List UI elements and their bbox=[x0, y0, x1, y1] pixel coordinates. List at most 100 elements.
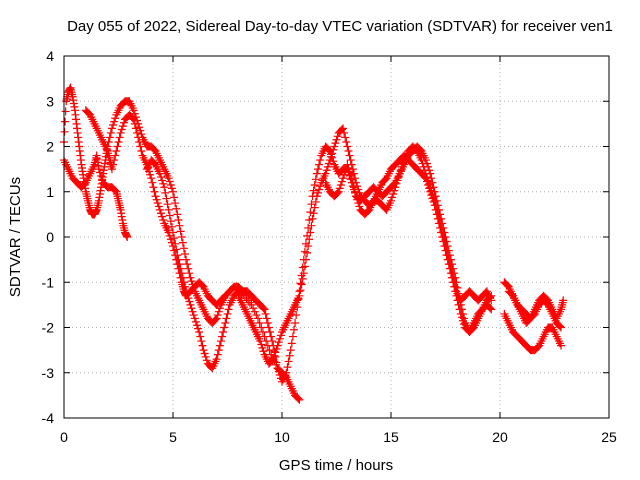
data-point bbox=[177, 233, 186, 241]
data-point bbox=[353, 182, 362, 191]
data-point bbox=[179, 244, 188, 253]
data-point bbox=[137, 147, 146, 156]
data-point bbox=[397, 162, 406, 171]
data-point bbox=[214, 346, 223, 355]
data-point bbox=[388, 193, 397, 202]
data-point bbox=[433, 214, 442, 223]
data-point bbox=[175, 269, 184, 278]
data-point bbox=[316, 182, 325, 191]
data-point bbox=[440, 242, 449, 251]
data-point bbox=[299, 269, 308, 278]
data-point bbox=[169, 242, 177, 251]
data-point bbox=[218, 332, 227, 341]
x-tick-label: 5 bbox=[169, 429, 177, 445]
data-point bbox=[346, 170, 355, 179]
data-point bbox=[196, 332, 205, 341]
data-point bbox=[310, 180, 319, 189]
data-point bbox=[270, 351, 279, 360]
x-tick-label: 25 bbox=[601, 429, 617, 445]
data-point bbox=[421, 174, 430, 183]
data-point bbox=[453, 296, 462, 305]
chart-title: Day 055 of 2022, Sidereal Day-to-day VTE… bbox=[67, 18, 613, 35]
data-point bbox=[344, 163, 353, 172]
data-point bbox=[213, 311, 222, 320]
x-axis-label: GPS time / hours bbox=[279, 457, 393, 474]
data-point bbox=[306, 208, 315, 217]
x-tick-label: 15 bbox=[383, 429, 399, 445]
data-point bbox=[391, 183, 400, 192]
data-point bbox=[295, 395, 304, 404]
data-point bbox=[351, 187, 360, 196]
data-point bbox=[315, 160, 324, 169]
data-point bbox=[159, 179, 168, 188]
data-point bbox=[308, 214, 317, 223]
data-point bbox=[261, 309, 270, 318]
data-point bbox=[395, 169, 404, 178]
data-point bbox=[352, 192, 361, 201]
data-point bbox=[150, 187, 159, 196]
data-point bbox=[559, 296, 568, 305]
data-point bbox=[428, 178, 437, 187]
y-tick-label: 4 bbox=[46, 48, 54, 64]
y-tick-label: -3 bbox=[42, 365, 55, 381]
data-point bbox=[119, 118, 128, 127]
data-point bbox=[98, 175, 107, 184]
data-point bbox=[171, 251, 180, 260]
series-trace-4 bbox=[321, 151, 568, 337]
data-point bbox=[61, 107, 70, 116]
data-point bbox=[434, 219, 443, 228]
data-point bbox=[180, 249, 189, 258]
data-point bbox=[167, 222, 176, 231]
data-point bbox=[307, 200, 316, 209]
data-point bbox=[275, 334, 284, 343]
data-point bbox=[328, 149, 337, 158]
data-point bbox=[109, 121, 118, 130]
data-point bbox=[143, 163, 152, 172]
data-point bbox=[333, 188, 342, 197]
data-point bbox=[390, 186, 399, 195]
data-point bbox=[331, 139, 340, 148]
data-point bbox=[283, 363, 292, 372]
data-point bbox=[272, 344, 281, 353]
data-point bbox=[187, 304, 196, 313]
data-point bbox=[111, 114, 120, 123]
data-point bbox=[333, 132, 342, 141]
data-point bbox=[257, 323, 266, 332]
data-point bbox=[154, 202, 163, 211]
data-point bbox=[394, 173, 403, 182]
y-tick-label: -2 bbox=[42, 320, 55, 336]
data-point bbox=[254, 314, 263, 323]
data-point bbox=[332, 135, 341, 144]
data-point bbox=[250, 307, 259, 316]
data-point bbox=[216, 337, 225, 346]
data-point bbox=[106, 128, 115, 137]
data-point bbox=[188, 307, 197, 316]
data-point bbox=[430, 201, 439, 210]
data-point bbox=[268, 356, 277, 365]
data-point bbox=[215, 304, 224, 313]
gridlines bbox=[64, 56, 609, 418]
data-point bbox=[436, 223, 445, 232]
data-point bbox=[327, 152, 336, 161]
data-point bbox=[182, 255, 191, 264]
data-point bbox=[439, 237, 448, 246]
data-point bbox=[198, 341, 207, 350]
data-point bbox=[175, 221, 184, 230]
data-point bbox=[197, 337, 206, 346]
data-point bbox=[165, 231, 174, 240]
data-point bbox=[456, 309, 465, 318]
data-point bbox=[199, 346, 208, 355]
data-point bbox=[487, 296, 496, 305]
data-point bbox=[392, 179, 401, 188]
data-point bbox=[162, 194, 171, 203]
data-point bbox=[112, 147, 121, 156]
data-point bbox=[557, 323, 566, 332]
data-point bbox=[438, 233, 447, 241]
data-point bbox=[201, 352, 210, 361]
data-point bbox=[349, 183, 358, 192]
data-point bbox=[195, 328, 204, 337]
data-point bbox=[146, 170, 155, 179]
data-point bbox=[171, 199, 180, 208]
data-point bbox=[130, 119, 139, 128]
data-point bbox=[345, 167, 354, 176]
